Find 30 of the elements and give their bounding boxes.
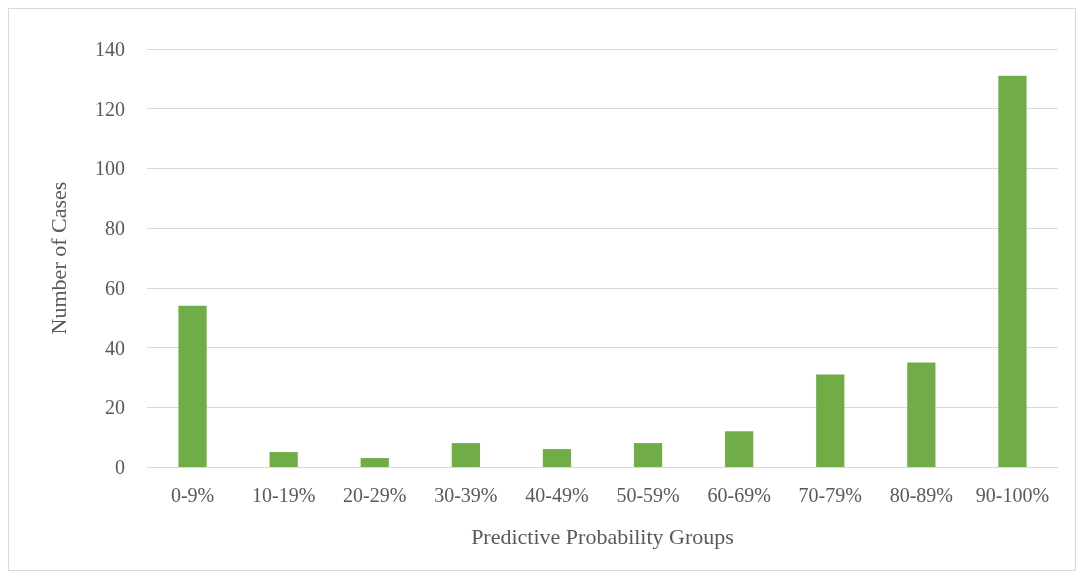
y-tick-label: 0 (115, 456, 125, 478)
y-tick-label: 80 (105, 217, 125, 240)
bar (998, 75, 1027, 467)
bar (907, 362, 936, 467)
y-tick-label: 20 (105, 396, 125, 419)
bar (542, 449, 572, 467)
x-tick-label: 90-100% (975, 484, 1050, 506)
bar (451, 443, 480, 467)
x-tick-label: 60-69% (707, 484, 771, 506)
bar (269, 452, 298, 467)
y-tick-label: 120 (95, 97, 125, 120)
y-tick-label: 40 (105, 336, 125, 359)
x-tick-label: 0-9% (170, 484, 215, 506)
bar (178, 305, 207, 467)
bar (360, 458, 389, 467)
y-axis-title: Number of Cases (45, 181, 71, 335)
x-tick-label: 50-59% (616, 484, 680, 506)
x-tick-label: 70-79% (798, 484, 862, 506)
y-tick-label: 140 (95, 38, 125, 60)
x-axis-title: Predictive Probability Groups (471, 523, 734, 549)
y-tick-label: 60 (105, 276, 125, 299)
x-tick-label: 10-19% (251, 484, 316, 506)
x-tick-label: 30-39% (434, 484, 498, 506)
bar (816, 374, 845, 467)
bar (633, 443, 663, 467)
x-tick-label: 20-29% (343, 484, 407, 506)
bar (725, 431, 754, 467)
x-tick-label: 40-49% (525, 484, 589, 506)
x-tick-label: 80-89% (889, 484, 954, 506)
y-tick-label: 100 (95, 157, 125, 180)
